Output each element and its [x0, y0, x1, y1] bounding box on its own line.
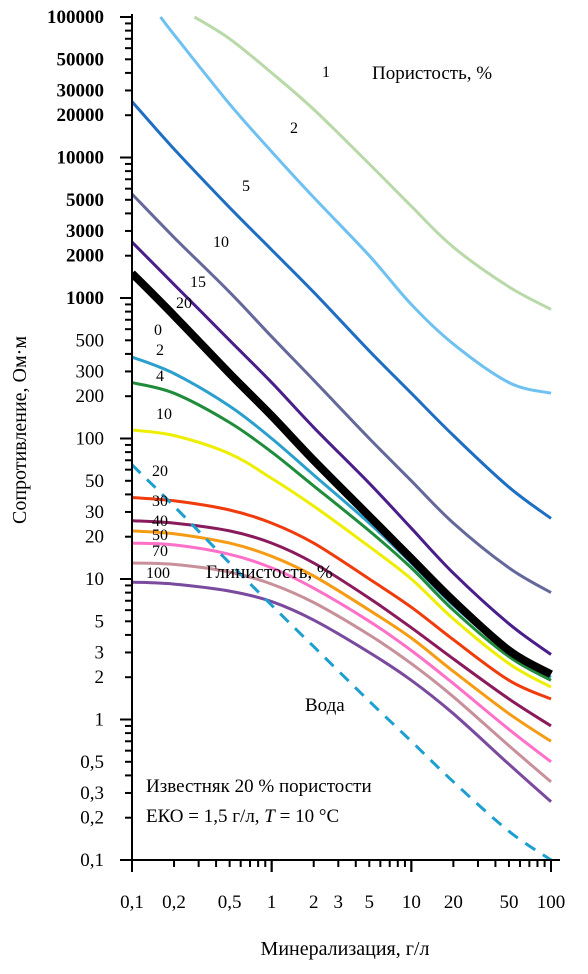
y-tick-label: 0,2 — [80, 808, 104, 829]
x-tick-label: 1 — [267, 892, 277, 913]
series-clay-20 — [132, 496, 552, 701]
curve-label-clay-50: 50 — [152, 527, 168, 544]
x-tick-label: 100 — [537, 892, 566, 913]
porosity-title: Пористость, % — [372, 63, 492, 84]
x-axis-title: Минерализация, г/л — [261, 938, 430, 960]
series-clay-70 — [132, 561, 552, 783]
curve-label-clay-0: 0 — [154, 322, 162, 339]
y-tick-label: 100 — [76, 429, 105, 450]
legend-line-2-prefix: ЕКО = 1,5 г/л, — [146, 806, 264, 827]
curves-layer — [132, 15, 553, 860]
curve-label-clay-100: 100 — [146, 565, 170, 582]
y-tick-label: 20000 — [57, 105, 105, 126]
y-tick-label: 0,3 — [80, 783, 104, 804]
y-tick-label: 300 — [76, 361, 105, 382]
y-tick-label: 2 — [95, 667, 105, 688]
x-tick-label: 5 — [365, 892, 375, 913]
tick-labels-layer: 0,10,20,30,51235102030501002003005001000… — [47, 7, 565, 913]
x-tick-label: 3 — [334, 892, 344, 913]
y-axis-title: Сопротивление, Ом·м — [9, 336, 31, 524]
curve-label-porosity-20: 20 — [176, 295, 192, 312]
series-porosity-1 — [193, 15, 552, 311]
x-tick-label: 20 — [444, 892, 463, 913]
legend-line-2-suffix: = 10 °С — [275, 806, 339, 827]
y-tick-label: 30 — [85, 502, 104, 523]
series-porosity-2 — [159, 16, 552, 395]
curve-label-porosity-10: 10 — [213, 234, 229, 251]
y-tick-label: 100000 — [47, 7, 104, 28]
series-porosity-15 — [132, 241, 552, 656]
legend-line-2: ЕКО = 1,5 г/л, T = 10 °С — [146, 806, 339, 827]
legend-line-2-T: T — [264, 806, 276, 827]
y-tick-label: 50000 — [57, 49, 105, 70]
series-water-Вода — [132, 463, 552, 860]
y-tick-label: 200 — [76, 386, 105, 407]
y-tick-label: 5 — [95, 611, 105, 632]
y-tick-label: 500 — [76, 330, 105, 351]
x-tick-label: 0,5 — [218, 892, 242, 913]
y-tick-label: 10 — [85, 569, 104, 590]
curve-label-clay-30: 30 — [152, 493, 168, 510]
series-porosity-5 — [132, 100, 552, 520]
curve-label-clay-2: 2 — [156, 342, 164, 359]
curve-label-clay-10: 10 — [156, 406, 172, 423]
series-clay-30 — [132, 519, 552, 728]
y-tick-label: 2000 — [66, 246, 104, 267]
x-tick-label: 0,2 — [162, 892, 186, 913]
y-tick-label: 0,5 — [80, 752, 104, 773]
legend-line-1: Известняк 20 % пористости — [146, 776, 372, 797]
water-label: Вода — [305, 695, 345, 716]
curve-label-porosity-15: 15 — [190, 274, 206, 291]
x-tick-label: 0,1 — [120, 892, 144, 913]
y-tick-label: 50 — [85, 471, 104, 492]
series-porosity-10 — [132, 192, 552, 594]
curve-label-clay-4: 4 — [156, 368, 164, 385]
series-clay-4 — [132, 381, 552, 682]
y-tick-label: 3000 — [66, 221, 104, 242]
series-clay-0 — [132, 270, 553, 678]
x-tick-label: 50 — [499, 892, 518, 913]
ticks-layer — [120, 16, 552, 872]
curve-label-clay-70: 70 — [152, 543, 168, 560]
curve-label-porosity-5: 5 — [242, 178, 250, 195]
y-tick-label: 30000 — [57, 80, 105, 101]
x-tick-label: 10 — [402, 892, 421, 913]
y-tick-label: 10000 — [57, 148, 105, 169]
curve-label-porosity-1: 1 — [322, 64, 330, 81]
y-tick-label: 0,1 — [80, 850, 104, 871]
series-clay-100 — [132, 580, 552, 803]
y-tick-label: 5000 — [66, 190, 104, 211]
clay-title: Глинистость, % — [206, 562, 333, 583]
curve-label-clay-40: 40 — [152, 513, 168, 530]
y-tick-label: 20 — [85, 527, 104, 548]
series-clay-50 — [132, 541, 552, 763]
curve-label-clay-20: 20 — [152, 463, 168, 480]
x-tick-label: 2 — [309, 892, 319, 913]
y-tick-label: 1 — [95, 710, 105, 731]
y-tick-label: 1000 — [66, 288, 104, 309]
series-clay-40 — [132, 529, 552, 743]
y-tick-label: 3 — [95, 642, 105, 663]
curve-label-porosity-2: 2 — [290, 120, 298, 137]
series-clay-10 — [132, 428, 552, 689]
